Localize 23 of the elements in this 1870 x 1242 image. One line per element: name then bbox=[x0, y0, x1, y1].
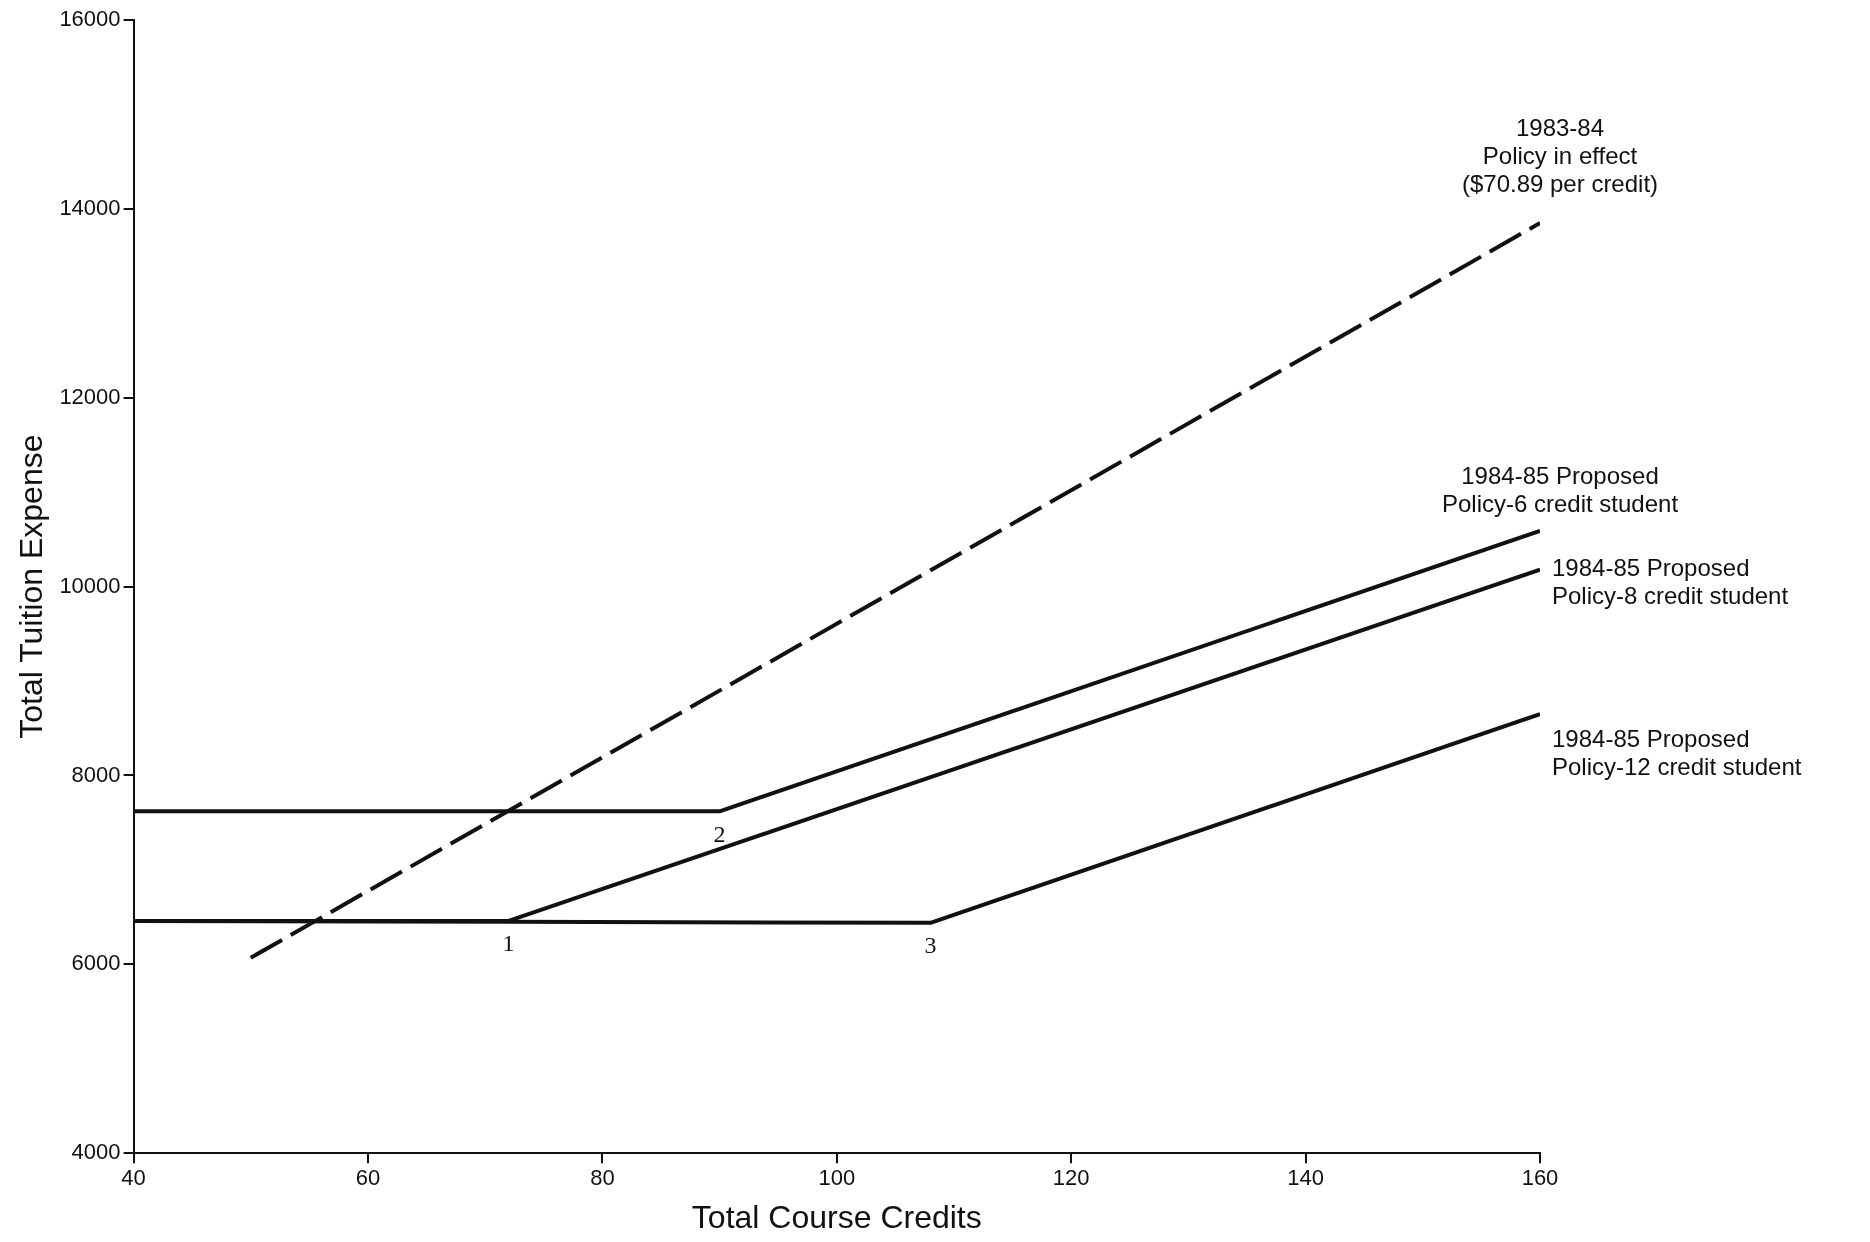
y-tick-label: 10000 bbox=[59, 572, 121, 598]
annotation: 1 bbox=[502, 930, 515, 957]
text: 1983-84 Policy in effect ($70.89 per credit) bbox=[1461, 113, 1659, 197]
y-tick-label: 14000 bbox=[59, 194, 121, 220]
x-tick-label: 40 bbox=[121, 1165, 146, 1191]
x-tick-label: 60 bbox=[355, 1165, 381, 1191]
x-tick-label: 100 bbox=[818, 1165, 856, 1191]
x-tick-label: 140 bbox=[1287, 1165, 1324, 1191]
series-label: 1984-85 Proposed Policy-12 credit student bbox=[1552, 724, 1802, 780]
y-tick-label: 8000 bbox=[71, 761, 121, 787]
series-label: 1984-85 Proposed Policy-8 credit student bbox=[1552, 554, 1789, 610]
x-tick-label: 120 bbox=[1052, 1165, 1090, 1191]
y-tick-label: 4000 bbox=[71, 1139, 121, 1165]
series-label: 1984-85 Proposed Policy-6 credit student bbox=[1441, 461, 1679, 517]
x-tick-label: 80 bbox=[590, 1165, 615, 1191]
y-tick-label: 16000 bbox=[59, 6, 121, 32]
y-tick-label: 12000 bbox=[59, 383, 121, 409]
x-axis-title: Total Course Credits bbox=[691, 1198, 982, 1235]
x-tick-label: 160 bbox=[1521, 1165, 1559, 1191]
annotation: 3 bbox=[924, 932, 937, 959]
y-axis-title: Total Tuition Expense bbox=[13, 434, 50, 739]
y-tick-label: 6000 bbox=[71, 950, 121, 976]
annotation: 2 bbox=[713, 820, 726, 847]
